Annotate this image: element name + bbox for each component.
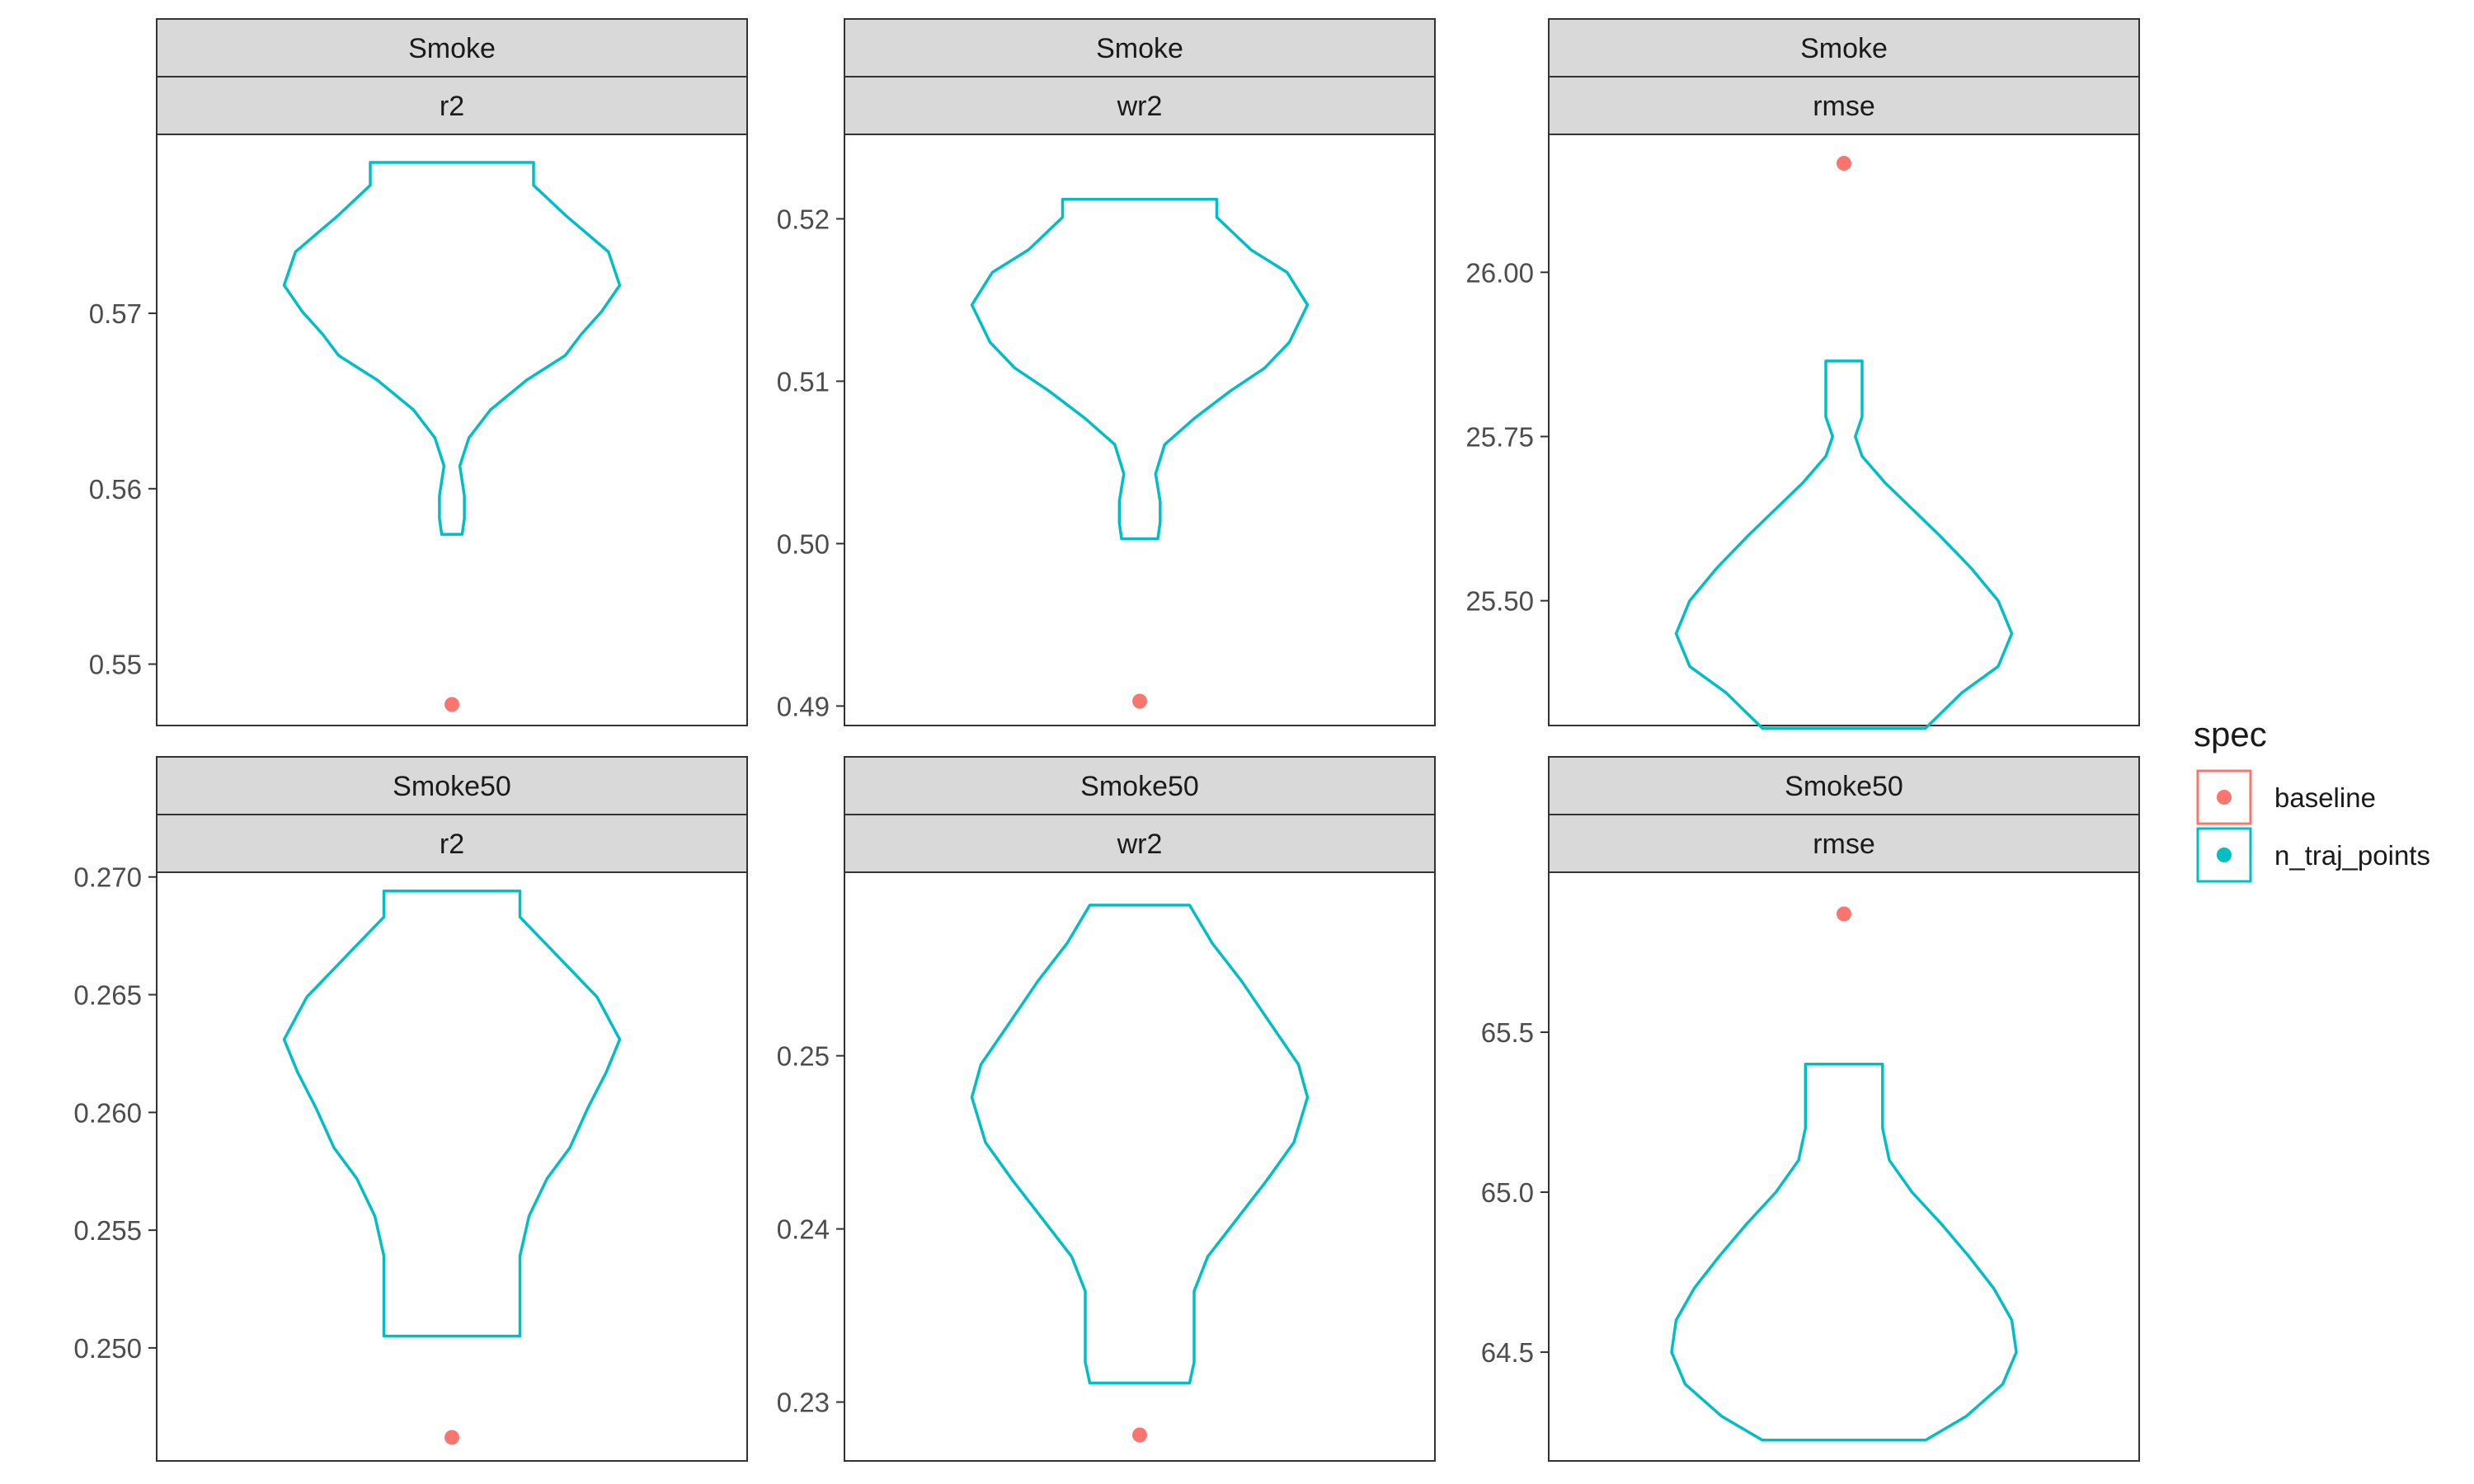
plot-panel (844, 871, 1436, 1462)
strip-top-label: Smoke (408, 33, 496, 64)
baseline-point (1837, 906, 1851, 922)
legend-dot-n_traj_points (2217, 848, 2232, 862)
panel-3: Smoke rmse 25.50 25.75 26.00 (1465, 18, 2140, 730)
strip-top-box (844, 756, 1436, 815)
y-tick-label: 0.265 (73, 980, 142, 1011)
y-tick-label: 0.56 (89, 474, 142, 505)
y-tick-label: 0.260 (73, 1097, 142, 1128)
strip-top-label: Smoke (1096, 33, 1183, 64)
strip-bottom-label: rmse (1813, 829, 1875, 860)
violin-n-traj-points (282, 161, 622, 536)
baseline-point (1132, 693, 1147, 709)
panel-1: Smoke r2 0.55 0.56 0.57 (89, 18, 748, 726)
strip-bottom-label: r2 (440, 829, 464, 860)
strip-top-box (156, 18, 748, 77)
strip-top-label: Smoke50 (1785, 771, 1903, 802)
y-tick-label: 25.50 (1465, 586, 1534, 617)
y-tick-label: 0.255 (73, 1215, 142, 1246)
strip-top-box (156, 756, 748, 815)
panel-4: Smoke50 r2 0.250 0.255 0.260 0.265 0.270 (73, 756, 748, 1462)
strip-bottom-label: wr2 (1117, 91, 1163, 122)
violin-n-traj-points (1670, 1063, 2018, 1442)
y-tick-label: 64.5 (1481, 1337, 1534, 1368)
y-tick-label: 0.49 (777, 691, 830, 721)
strip-bottom-box (844, 814, 1436, 873)
y-tick-label: 25.75 (1465, 421, 1534, 452)
y-tick-label: 0.25 (777, 1041, 830, 1072)
y-tick-label: 0.52 (777, 204, 830, 234)
violin-n-traj-points (1674, 359, 2014, 730)
strip-bottom-box (1548, 814, 2140, 873)
y-tick-label: 0.24 (777, 1214, 830, 1245)
plot-panel (1548, 134, 2140, 726)
violin-n-traj-points (970, 904, 1310, 1385)
y-tick-label: 0.50 (777, 528, 830, 559)
y-tick-label: 0.23 (777, 1388, 830, 1418)
panel-6: Smoke50 rmse 64.5 65.0 65.5 (1481, 756, 2140, 1462)
plot-panel (156, 134, 748, 726)
baseline-point (444, 697, 459, 712)
baseline-point (444, 1430, 459, 1445)
plot-panel (156, 871, 748, 1462)
legend-label-n_traj_points: n_traj_points (2274, 840, 2430, 871)
y-tick-label: 0.270 (73, 862, 142, 893)
plot-panel (844, 134, 1436, 726)
baseline-point (1132, 1427, 1147, 1443)
y-tick-label: 0.250 (73, 1333, 142, 1364)
strip-top-box (844, 18, 1436, 77)
strip-top-label: Smoke50 (1080, 771, 1199, 802)
strip-top-box (1548, 756, 2140, 815)
y-tick-label: 65.0 (1481, 1177, 1534, 1208)
y-tick-label: 0.57 (89, 298, 142, 329)
y-tick-label: 0.55 (89, 650, 142, 680)
y-tick-label: 0.51 (777, 366, 830, 397)
strip-bottom-box (844, 76, 1436, 135)
strip-bottom-box (156, 76, 748, 135)
y-tick-label: 26.00 (1465, 257, 1534, 288)
strip-bottom-label: wr2 (1117, 829, 1163, 860)
strip-bottom-label: r2 (440, 91, 464, 122)
y-tick-label: 65.5 (1481, 1017, 1534, 1048)
strip-bottom-box (1548, 76, 2140, 135)
panel-2: Smoke wr2 0.49 0.50 0.51 0.52 (777, 18, 1436, 726)
strip-bottom-box (156, 814, 748, 873)
baseline-point (1837, 156, 1851, 171)
violin-n-traj-points (970, 198, 1310, 541)
legend-title: spec (2194, 715, 2267, 754)
panel-5: Smoke50 wr2 0.23 0.24 0.25 (777, 756, 1436, 1462)
legend-dot-baseline (2217, 790, 2232, 805)
legend-label-baseline: baseline (2274, 782, 2376, 813)
strip-bottom-label: rmse (1813, 91, 1875, 122)
strip-top-label: Smoke50 (393, 771, 511, 802)
violin-n-traj-points (282, 890, 622, 1338)
plot-panel (1548, 871, 2140, 1462)
strip-top-label: Smoke (1800, 33, 1888, 64)
